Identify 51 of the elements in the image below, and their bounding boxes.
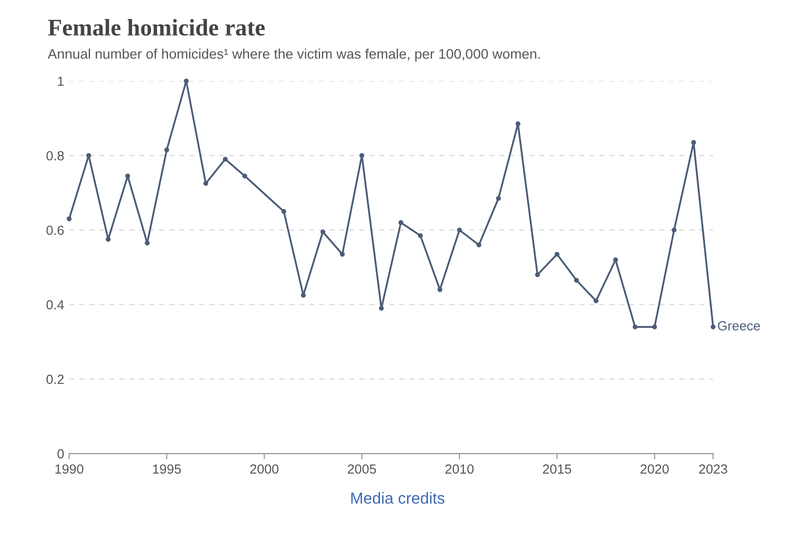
- point: [457, 228, 462, 232]
- point: [86, 153, 92, 158]
- point: [66, 216, 72, 222]
- y-tick-label: 0.6: [46, 226, 64, 235]
- y-tick-label: 0.4: [46, 300, 64, 310]
- point: [632, 324, 638, 330]
- point: [672, 228, 677, 232]
- point: [242, 174, 248, 178]
- y-tick-label: 0.8: [46, 151, 64, 160]
- y-tick-label: 0.2: [46, 374, 64, 384]
- point: [398, 220, 404, 226]
- point: [613, 257, 618, 262]
- point: [437, 287, 442, 292]
- point: [106, 236, 111, 242]
- point: [164, 148, 170, 152]
- point: [203, 181, 208, 186]
- x-tick-label: 2005: [348, 464, 376, 474]
- point: [535, 272, 540, 278]
- point: [281, 208, 286, 214]
- point: [476, 242, 482, 248]
- point: [144, 240, 150, 246]
- y-tick-label: 0: [57, 449, 64, 459]
- point: [691, 140, 696, 145]
- point: [378, 306, 384, 311]
- x-tick-label: 1990: [55, 464, 84, 474]
- point: [340, 252, 345, 257]
- chart-subtitle: Annual number of homicides¹ where the victim was female, per 100,000 women.: [48, 48, 540, 62]
- x-tick-label: 2023: [699, 464, 728, 474]
- point: [496, 196, 501, 201]
- point: [222, 156, 228, 162]
- chart-title: Female homicide rate: [48, 18, 265, 36]
- point: [652, 324, 658, 330]
- point: [710, 324, 716, 330]
- point: [574, 278, 579, 283]
- point: [184, 78, 189, 84]
- x-tick-label: 2015: [542, 464, 572, 474]
- x-tick-label: 2010: [445, 464, 474, 474]
- point: [359, 153, 364, 158]
- x-tick-label: 2000: [250, 464, 278, 474]
- point: [554, 252, 560, 257]
- x-tick-label: 1995: [153, 464, 181, 474]
- y-tick-label: 1: [58, 76, 64, 86]
- point: [418, 233, 423, 238]
- x-tick-label: 2020: [640, 464, 669, 474]
- text: Media credits: [351, 492, 444, 504]
- point: [300, 292, 306, 298]
- series-label: Greece: [718, 321, 760, 330]
- point: [516, 121, 520, 126]
- point: [594, 298, 598, 304]
- point: [320, 229, 326, 234]
- point: [125, 174, 130, 178]
